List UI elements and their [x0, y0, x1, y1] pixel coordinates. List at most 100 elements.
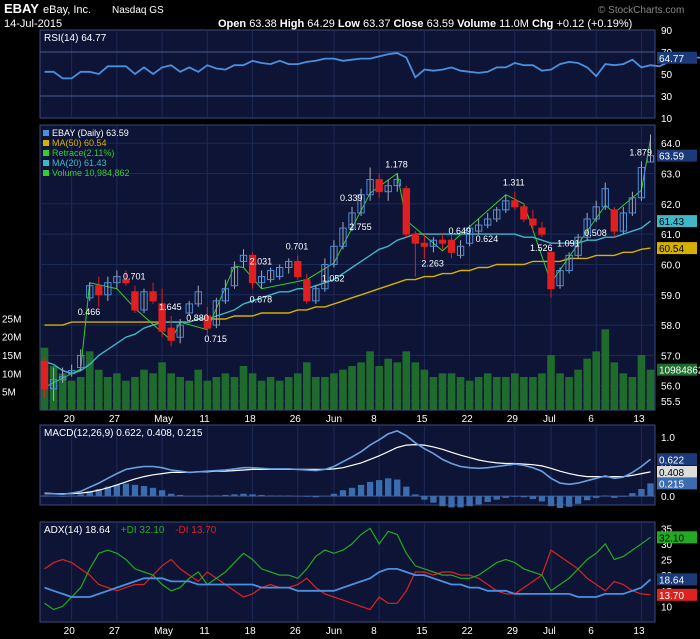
ma20-line [44, 220, 651, 375]
volume-bar [94, 369, 103, 410]
signal-current-label: 0.408 [659, 468, 684, 479]
price-panel: 25M 20M 15M 10M 5M 0.466 0.701 0.880 1.645 0.715 2… [2, 124, 700, 425]
x-axis-label: 13 [633, 626, 645, 637]
x-axis-label: 20 [64, 414, 76, 425]
macd-tick-label: 1.0 [661, 433, 675, 444]
macd-histogram-bar [140, 486, 148, 497]
plus-di-current-label: 32.10 [659, 533, 684, 544]
retrace-value-label: 1.091 [557, 238, 580, 248]
volume-bar [366, 351, 374, 410]
volume-bar [149, 373, 157, 410]
volume-bar [646, 369, 655, 410]
x-axis-label: 26 [290, 414, 302, 425]
retrace-value-label: 0.466 [78, 307, 101, 317]
macd-histogram-bar [385, 478, 392, 497]
price-tick-label: 62.0 [661, 200, 681, 211]
volume-bar [230, 377, 239, 410]
macd-histogram-bar [430, 496, 437, 503]
candle-body [221, 288, 230, 302]
retrace-value-label: 0.649 [449, 226, 472, 236]
macd-histogram-bar [158, 490, 166, 497]
volume-bar [511, 373, 519, 410]
candle-body [203, 315, 211, 329]
x-axis-label: 29 [507, 414, 519, 425]
candle-body [239, 254, 248, 262]
macd-histogram-bar [240, 493, 247, 497]
volume-bar [257, 380, 266, 410]
volume-bar [456, 377, 465, 410]
candle-body [266, 270, 275, 281]
candle-body [511, 200, 519, 208]
hist-current-label-bg [657, 477, 697, 490]
ma20-current-label-bg [657, 215, 697, 228]
volume-bar [140, 369, 148, 410]
candle-body [601, 188, 609, 208]
retrace-value-label: 0.339 [340, 193, 363, 203]
ohlc-readout: Open 63.38 High 64.29 Low 63.37 Close 63… [218, 18, 632, 30]
adx-panel: 35 30 25 20 15 10 ADX(14) 18.64 +DI 32.10 -DI 13… [39, 521, 697, 637]
symbol: EBAY [4, 1, 39, 16]
x-axis-label: 13 [633, 414, 645, 425]
candle-body [40, 360, 49, 390]
volume-bar [131, 377, 139, 410]
volume-bar [610, 362, 619, 410]
volume-bar [357, 362, 365, 410]
volume-bar [592, 351, 601, 410]
candle-body [285, 260, 293, 268]
close-current-label-bg [657, 149, 697, 162]
candle-body [366, 179, 374, 196]
macd-current-label-bg [657, 453, 697, 466]
macd-histogram-bar [421, 496, 428, 500]
x-axis-label: 26 [290, 626, 302, 637]
candle-body [610, 209, 618, 232]
volume-bar [158, 362, 166, 410]
retrace-value-label: 0.624 [476, 234, 499, 244]
volume-bar [547, 355, 555, 410]
candle-body [375, 179, 383, 193]
candle-body [646, 155, 655, 163]
adx-legend-item: +DI 32.10 [121, 525, 165, 536]
volume-bar [402, 351, 411, 410]
price-tick-label: 57.0 [661, 351, 681, 362]
retrace-value-label: 2.263 [421, 258, 444, 268]
candle-body [294, 260, 302, 278]
rsi-tick-label: 10 [661, 114, 673, 125]
ma50-current-label-bg [657, 242, 697, 255]
volume-bar [393, 362, 402, 410]
macd-histogram-bar [466, 496, 473, 507]
candle-body [77, 354, 85, 369]
macd-line [44, 430, 651, 496]
volume-bar [574, 369, 582, 410]
volume-bar [284, 377, 293, 410]
volume-bar [239, 366, 248, 410]
macd-histogram-bar [86, 491, 93, 497]
x-axis-label: Jun [326, 626, 342, 637]
minus-di-current-label-bg [657, 588, 697, 601]
retrace-value-label: 0.715 [204, 334, 227, 344]
exchange: Nasdaq GS [112, 5, 164, 16]
volume-current-label-bg [657, 363, 697, 376]
candle-body [67, 370, 76, 375]
volume-bar [85, 351, 94, 410]
signal-current-label-bg [657, 465, 697, 478]
ma20-current-label: 61.43 [659, 217, 684, 228]
volume-tick-label: 10M [2, 369, 21, 380]
candle-body [95, 285, 103, 296]
candle-body [339, 227, 347, 247]
x-axis-label: 6 [588, 626, 594, 637]
x-axis-label: 6 [588, 414, 594, 425]
volume-bar [266, 377, 275, 410]
volume-bar [113, 373, 121, 410]
volume-bar [492, 377, 501, 410]
volume-bar [339, 369, 347, 410]
candle-body [104, 282, 112, 296]
adx-line [44, 568, 652, 598]
macd-histogram-bar [95, 489, 102, 497]
volume-bar [628, 377, 637, 410]
candle-body [556, 270, 564, 287]
volume-bar [520, 377, 528, 410]
macd-tick-label: 0.0 [661, 492, 675, 503]
volume-bar [76, 377, 85, 410]
x-axis-label: 18 [245, 626, 257, 637]
chart-date: 14-Jul-2015 [4, 18, 62, 30]
